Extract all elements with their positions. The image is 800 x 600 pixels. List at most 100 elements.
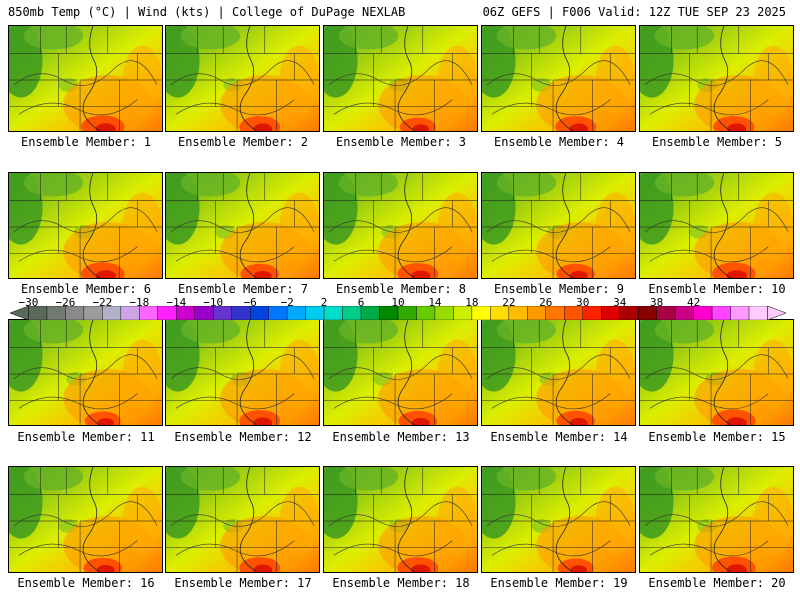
river-line: [397, 26, 416, 131]
hot-spot: [253, 564, 273, 572]
hot-spot: [569, 417, 588, 425]
hot-spot: [411, 564, 431, 572]
isotherm-contour: [13, 60, 158, 86]
ensemble-member-map: [639, 25, 794, 132]
isotherm-contour: [328, 60, 473, 86]
temperature-map: [8, 466, 163, 573]
colorbar-tick-label: −10: [203, 296, 224, 309]
colorbar-tick-label: 22: [502, 296, 516, 309]
isotherm-contour: [175, 540, 295, 557]
hot-spot: [411, 417, 430, 425]
temperature-map: [639, 319, 794, 426]
cool-zone: [180, 173, 241, 197]
cool-zone: [23, 467, 84, 491]
ensemble-member-map: [8, 319, 163, 426]
cool-zone: [338, 467, 399, 491]
ensemble-member-label: Ensemble Member: 1: [20, 135, 152, 149]
temperature-map: [481, 319, 636, 426]
ensemble-member-map: [639, 172, 794, 279]
ensemble-member-map: [639, 466, 794, 573]
ensemble-member-label: Ensemble Member: 5: [651, 135, 783, 149]
cool-zone: [496, 173, 557, 197]
river-line: [713, 467, 732, 572]
isotherm-contour: [491, 540, 611, 557]
ensemble-member-map: [481, 466, 636, 573]
hot-spot: [411, 270, 431, 278]
hot-spot: [726, 417, 747, 425]
ensemble-member-map: [165, 172, 320, 279]
colorbar-swatch: [730, 306, 750, 320]
cool-zone: [654, 26, 715, 50]
isotherm-contour: [486, 60, 631, 86]
ensemble-member-label: Ensemble Member: 6: [20, 282, 152, 296]
hot-spot: [97, 418, 115, 425]
isotherm-contour: [333, 393, 453, 410]
cool-zone: [654, 467, 715, 491]
isotherm-contour: [649, 540, 769, 557]
hot-spot: [412, 124, 430, 131]
isotherm-contour: [18, 393, 138, 410]
river-line: [239, 467, 258, 572]
colorbar-tick-label: 30: [576, 296, 590, 309]
river-line: [555, 320, 574, 425]
ensemble-member-map: [481, 172, 636, 279]
hot-spot: [95, 123, 116, 131]
colorbar-tick-label: 34: [613, 296, 627, 309]
hot-spot: [727, 123, 747, 131]
river-line: [713, 173, 732, 278]
colorbar-tick-label: −26: [55, 296, 76, 309]
ensemble-member-map: [639, 319, 794, 426]
cool-zone: [338, 173, 399, 197]
temperature-map: [481, 172, 636, 279]
temperature-map: [639, 25, 794, 132]
river-line: [555, 173, 574, 278]
ensemble-member-label: Ensemble Member: 20: [648, 576, 786, 590]
isotherm-contour: [175, 99, 295, 116]
cool-zone: [23, 173, 84, 197]
ensemble-member-label: Ensemble Member: 11: [17, 430, 155, 444]
cool-zone: [654, 320, 715, 344]
river-line: [82, 467, 101, 572]
river-line: [397, 467, 416, 572]
river-line: [239, 173, 258, 278]
river-line: [713, 320, 732, 425]
isotherm-contour: [13, 501, 158, 527]
hot-spot: [253, 417, 273, 425]
ensemble-member-label: Ensemble Member: 17: [174, 576, 312, 590]
temperature-map: [8, 319, 163, 426]
isotherm-contour: [649, 99, 769, 116]
ensemble-member-map: [165, 25, 320, 132]
isotherm-contour: [175, 246, 295, 263]
temperature-map: [481, 466, 636, 573]
isotherm-contour: [491, 246, 611, 263]
temperature-colorbar: [10, 306, 786, 320]
river-line: [82, 173, 101, 278]
hot-spot: [726, 564, 747, 572]
ensemble-member-label: Ensemble Member: 4: [493, 135, 625, 149]
ensemble-member-label: Ensemble Member: 15: [648, 430, 786, 444]
isotherm-contour: [486, 207, 631, 233]
ensemble-member-label: Ensemble Member: 10: [648, 282, 786, 296]
isotherm-contour: [649, 393, 769, 410]
isotherm-contour: [491, 393, 611, 410]
ensemble-member-label: Ensemble Member: 7: [177, 282, 309, 296]
colorbar-tick-label: 26: [539, 296, 553, 309]
cool-zone: [338, 320, 399, 344]
isotherm-contour: [170, 207, 315, 233]
ensemble-member-map: [165, 466, 320, 573]
isotherm-contour: [175, 393, 295, 410]
temperature-map: [323, 25, 478, 132]
temperature-map: [323, 172, 478, 279]
temperature-map: [165, 466, 320, 573]
colorbar-arrow-right: [767, 306, 786, 320]
isotherm-contour: [644, 354, 789, 380]
isotherm-contour: [328, 501, 473, 527]
ensemble-member-label: Ensemble Member: 2: [177, 135, 309, 149]
isotherm-contour: [486, 354, 631, 380]
map-title: 850mb Temp (°C) | Wind (kts) | College o…: [8, 5, 406, 19]
river-line: [239, 320, 258, 425]
isotherm-contour: [328, 354, 473, 380]
cool-zone: [180, 467, 241, 491]
ensemble-member-label: Ensemble Member: 3: [335, 135, 467, 149]
hot-spot: [569, 123, 589, 131]
